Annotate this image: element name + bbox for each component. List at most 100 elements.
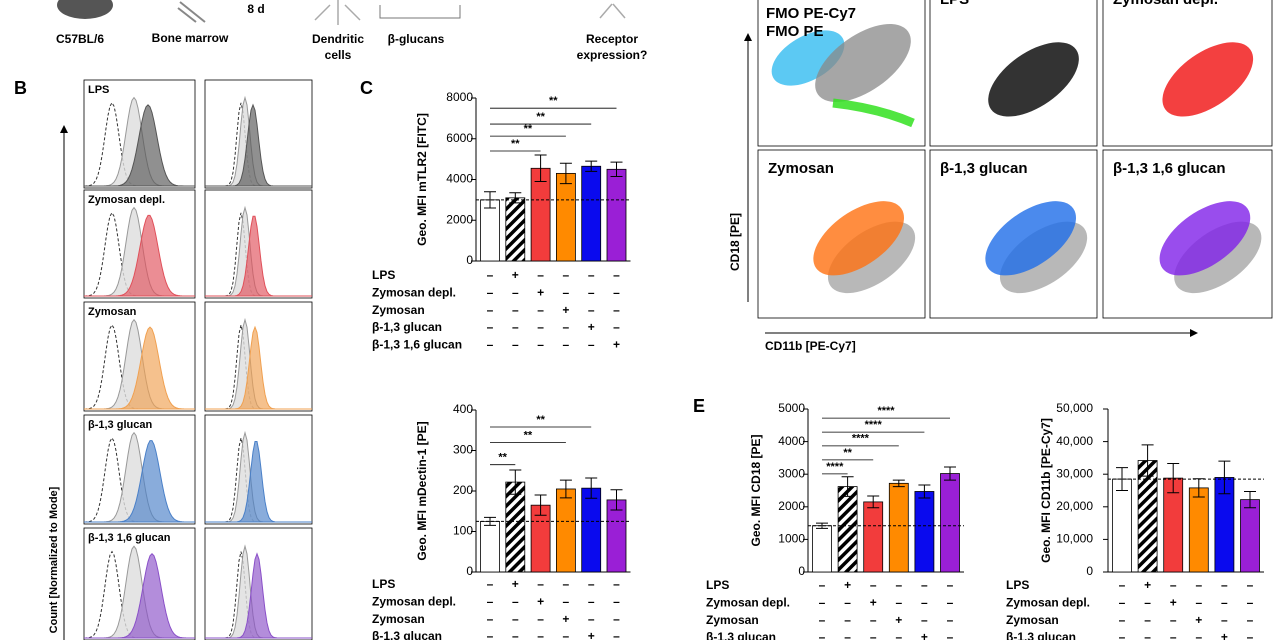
bar [480, 199, 500, 262]
condition-sign: – [1247, 630, 1254, 640]
schematic: C57BL/6 Bone marrow 8 d Dendritic cells … [56, 0, 647, 62]
condition-sign: – [588, 337, 595, 351]
condition-sign: + [1170, 595, 1177, 609]
condition-sign: + [1195, 613, 1202, 627]
significance-label: ** [511, 138, 520, 150]
significance-label: **** [877, 405, 895, 417]
histogram-stim [205, 215, 312, 297]
significance-label: ** [843, 447, 852, 459]
condition-label: Zymosan depl. [1006, 595, 1090, 609]
condition-sign: – [1144, 595, 1151, 609]
panel-letter: C [360, 78, 373, 98]
condition-sign: – [487, 320, 494, 334]
condition-sign: – [1144, 613, 1151, 627]
y-tick-label: 50,000 [1056, 401, 1093, 415]
condition-sign: + [588, 629, 595, 640]
condition-sign: – [563, 629, 570, 640]
error-bar [509, 469, 522, 495]
condition-sign: + [1144, 578, 1151, 592]
condition-label: Zymosan [372, 612, 425, 626]
panel-d: CD18 [PE] CD11b [PE-Cy7] UnstimulatedFMO… [728, 0, 1273, 353]
condition-label: Zymosan [706, 613, 759, 627]
condition-sign: + [613, 337, 620, 351]
bar [812, 525, 832, 573]
condition-sign: + [512, 268, 519, 282]
error-bar [1244, 490, 1256, 509]
histogram-frame [83, 79, 196, 189]
condition-sign: – [895, 578, 902, 592]
panel-letter: E [693, 396, 705, 416]
y-tick-label: 300 [453, 443, 473, 457]
y-axis-label: Geo. MFI mDectin-1 [PE] [415, 421, 429, 560]
bar [530, 167, 551, 262]
histogram-stim [84, 326, 196, 410]
condition-sign: – [563, 337, 570, 351]
legend-label: Unstimulated [766, 0, 861, 4]
condition-sign: – [537, 268, 544, 282]
error-bar [892, 479, 905, 488]
y-tick-label: 40,000 [1056, 434, 1093, 448]
scatter-frame [757, 0, 926, 147]
cloud-unstim [815, 23, 911, 103]
condition-sign: – [512, 612, 519, 626]
condition-sign: – [819, 578, 826, 592]
condition-sign: + [1221, 630, 1228, 640]
condition-sign: – [512, 629, 519, 640]
condition-sign: – [563, 320, 570, 334]
condition-sign: – [487, 285, 494, 299]
condition-sign: + [537, 594, 544, 608]
condition-sign: – [1170, 578, 1177, 592]
schematic-label: cells [325, 48, 352, 62]
error-bar [534, 154, 547, 183]
condition-sign: – [895, 595, 902, 609]
condition-sign: – [613, 612, 620, 626]
condition-label: β-1,3 glucan [372, 629, 442, 640]
condition-sign: – [563, 594, 570, 608]
cell-icon [314, 0, 361, 25]
y-axis-label: CD18 [PE] [728, 213, 742, 271]
condition-sign: – [512, 285, 519, 299]
histogram-label: Zymosan depl. [88, 194, 165, 206]
condition-sign: – [613, 303, 620, 317]
condition-sign: – [563, 268, 570, 282]
condition-sign: – [844, 630, 851, 640]
bar [837, 486, 858, 573]
condition-sign: – [921, 613, 928, 627]
legend-label: FMO PE-Cy7 [766, 5, 856, 22]
condition-sign: – [1119, 595, 1126, 609]
condition-sign: – [819, 613, 826, 627]
schematic-label: 8 d [247, 2, 264, 16]
histogram-label: β-1,3 1,6 glucan [88, 532, 171, 544]
y-tick-label: 0 [466, 253, 473, 267]
condition-label: β-1,3 glucan [372, 320, 442, 334]
bone-icon [177, 1, 206, 23]
y-axis-label: Count [Normalized to Mode] [48, 486, 60, 633]
condition-sign: – [613, 629, 620, 640]
condition-sign: – [537, 629, 544, 640]
bar [606, 499, 627, 573]
bar [581, 487, 602, 573]
condition-sign: – [588, 612, 595, 626]
condition-sign: – [844, 595, 851, 609]
schematic-label: Dendritic [312, 32, 364, 46]
error-bar [610, 161, 623, 177]
condition-label: Zymosan depl. [372, 285, 456, 299]
significance-label: ** [549, 95, 558, 107]
condition-sign: – [487, 268, 494, 282]
condition-sign: – [870, 613, 877, 627]
y-tick-label: 0 [466, 564, 473, 578]
condition-sign: – [613, 285, 620, 299]
glucan-icon [379, 5, 461, 19]
bar [556, 488, 576, 573]
condition-sign: – [870, 630, 877, 640]
condition-sign: – [1144, 630, 1151, 640]
significance-label: ** [498, 452, 507, 464]
condition-label: LPS [372, 268, 395, 282]
histogram-stim [205, 440, 312, 523]
condition-sign: – [512, 594, 519, 608]
condition-sign: – [487, 629, 494, 640]
condition-sign: – [537, 320, 544, 334]
scatter-frame [929, 0, 1098, 147]
scatter-frame [929, 149, 1098, 319]
condition-sign: + [512, 577, 519, 591]
